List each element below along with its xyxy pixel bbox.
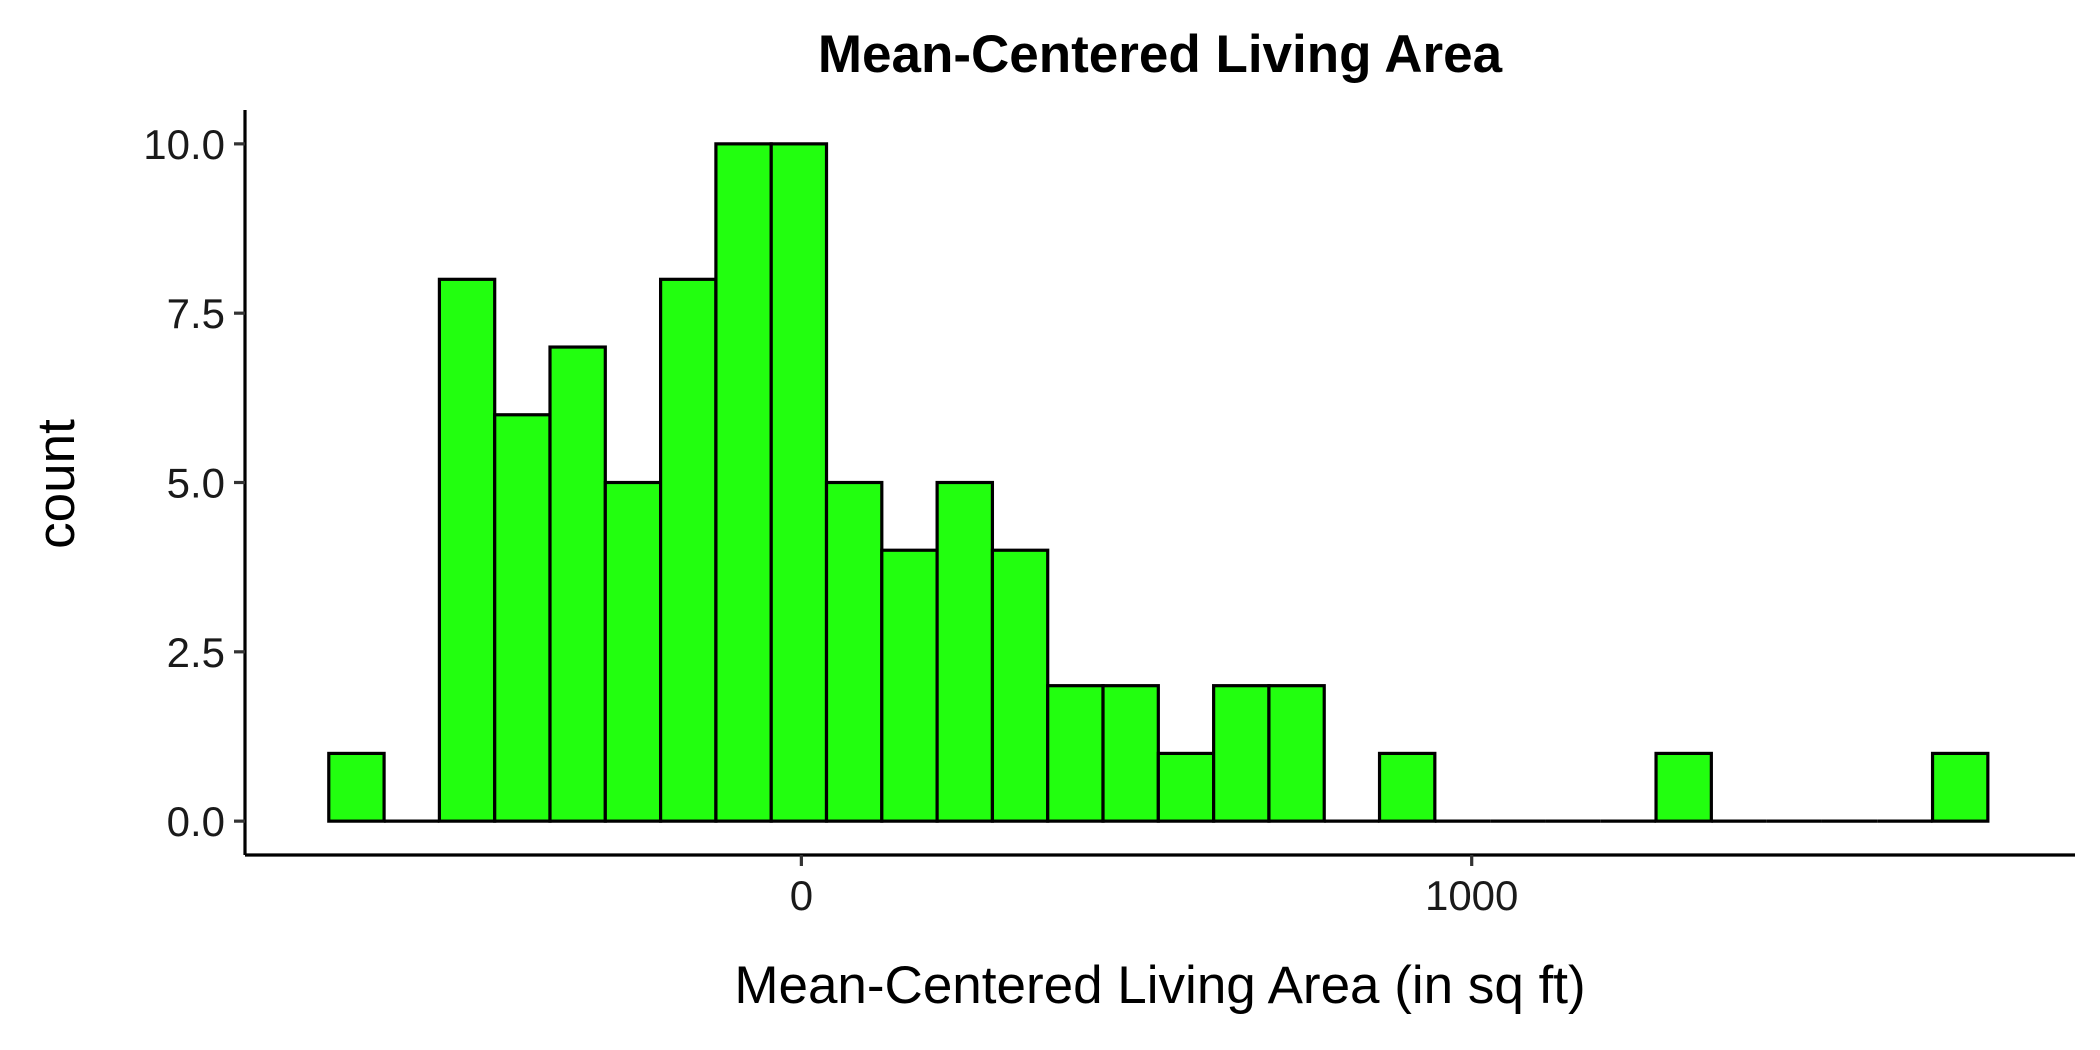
- histogram-bar-8: [769, 142, 829, 823]
- histogram-bar-11: [935, 480, 995, 823]
- histogram-bar-9: [824, 480, 884, 823]
- y-tick-label-1: 2.5: [167, 629, 225, 676]
- histogram-bar-5: [603, 480, 663, 823]
- histogram-bar-12: [990, 548, 1050, 823]
- y-tick-label-4: 10.0: [143, 121, 225, 168]
- bars-layer: [327, 142, 1990, 823]
- histogram-bar-24: [1654, 751, 1713, 823]
- histogram-bar-17: [1267, 684, 1326, 823]
- chart-title: Mean-Centered Living Area: [818, 25, 1503, 84]
- y-tick-label-2: 5.0: [167, 460, 225, 507]
- histogram-bar-29: [1930, 751, 1990, 823]
- histogram-bar-4: [548, 345, 607, 823]
- y-tick-label-0: 0.0: [167, 798, 225, 845]
- x-axis-title: Mean-Centered Living Area (in sq ft): [734, 956, 1585, 1015]
- histogram-bar-0: [327, 751, 386, 823]
- histogram-bar-19: [1377, 751, 1437, 823]
- histogram-bar-2: [437, 277, 497, 823]
- histogram-bar-10: [880, 548, 939, 823]
- histogram-bar-7: [714, 142, 773, 823]
- histogram-bar-6: [658, 277, 718, 823]
- y-axis-title: count: [27, 419, 86, 549]
- histogram-bar-16: [1212, 684, 1271, 823]
- y-tick-label-3: 7.5: [167, 290, 225, 337]
- histogram-bar-3: [493, 413, 552, 823]
- axes-layer: 0.0 2.5 5.0 7.5 10.0 0 1000: [143, 110, 2075, 919]
- histogram-bar-14: [1101, 684, 1160, 823]
- histogram-bar-15: [1156, 751, 1216, 823]
- x-tick-label-1: 1000: [1425, 872, 1518, 919]
- x-tick-label-0: 0: [790, 872, 813, 919]
- histogram-bar-13: [1046, 684, 1105, 823]
